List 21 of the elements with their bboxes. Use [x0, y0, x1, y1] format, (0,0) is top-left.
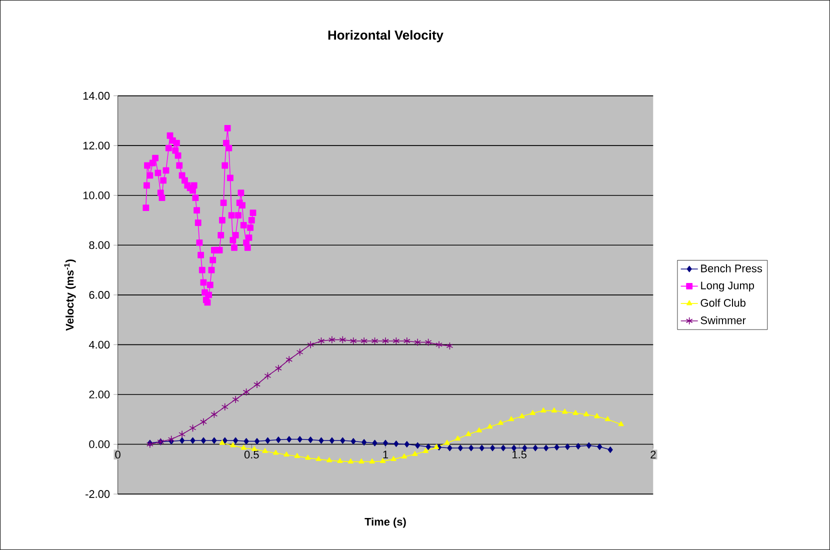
y-tick-label: -2.00 — [86, 490, 110, 498]
legend-label: Long Jump — [701, 282, 754, 292]
y-tick-label: 0.00 — [89, 440, 110, 448]
legend-label: Swimmer — [700, 316, 746, 324]
legend-label: Bench Press — [701, 264, 762, 272]
x-tick-label: 1 — [383, 450, 388, 458]
y-tick-label: 14.00 — [83, 92, 110, 100]
legend-label: Golf Club — [700, 298, 746, 307]
x-tick-label: 0 — [115, 450, 120, 459]
y-tick-label: 6.00 — [89, 291, 110, 299]
y-tick-label: 12.00 — [83, 142, 110, 150]
y-tick-label: 8.00 — [89, 241, 110, 250]
x-tick-label: 1.5 — [512, 450, 526, 458]
x-tick-label: 0.5 — [244, 450, 259, 459]
y-axis-title: Velocty (ms$^{-1}$) — [64, 260, 76, 331]
y-tick-label: 10.00 — [83, 192, 110, 200]
y-tick-label: 2.00 — [89, 390, 110, 398]
x-tick-label: 2 — [650, 450, 656, 458]
y-tick-label: 4.00 — [88, 340, 110, 349]
x-axis-title: Time (s) — [364, 518, 406, 528]
chart-title: Horizontal Velocity — [328, 30, 444, 42]
